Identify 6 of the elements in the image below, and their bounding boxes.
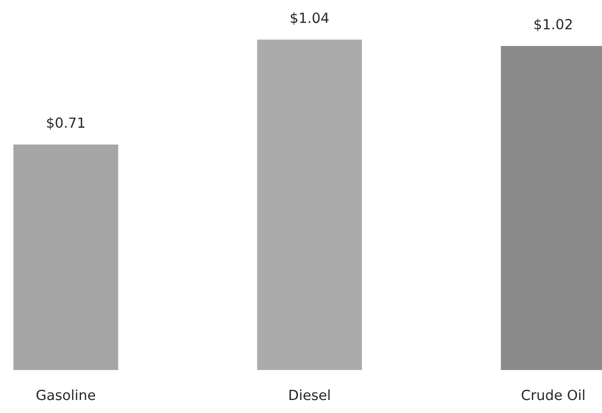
data-label: $1.02 xyxy=(534,18,572,32)
data-label: $0.71 xyxy=(47,117,84,130)
x-tick-label: Crude Oil xyxy=(522,389,584,400)
x-tick-label: Gasoline xyxy=(36,389,96,400)
x-tick-label: Diesel xyxy=(290,389,330,400)
data-label: $1.04 xyxy=(290,12,329,25)
